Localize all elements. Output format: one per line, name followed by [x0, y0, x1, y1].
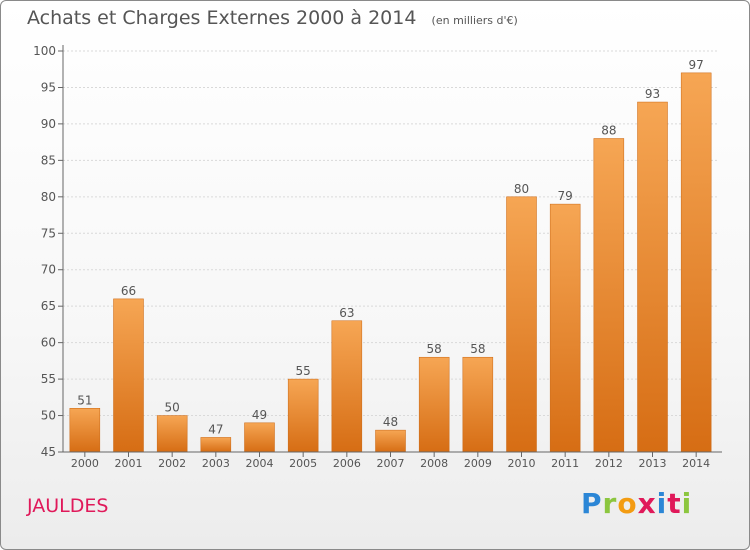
data-label-2002: 50 [165, 401, 180, 415]
y-tick-label: 75 [41, 226, 56, 240]
y-tick-label: 80 [41, 190, 56, 204]
y-tick-label: 95 [41, 80, 56, 94]
x-tick-label-2001: 2001 [115, 457, 143, 470]
bar-2008 [418, 356, 450, 453]
labels-layer: 51 66 50 47 49 55 63 48 58 58 80 79 88 93 97 [77, 58, 704, 437]
x-tick-label-2003: 2003 [202, 457, 230, 470]
chart-title: Achats et Charges Externes 2000 à 2014 [27, 7, 417, 29]
data-label-2001: 66 [121, 284, 136, 298]
x-tick-label-2011: 2011 [551, 457, 579, 470]
x-tick-label-2002: 2002 [158, 457, 186, 470]
bar-2007 [375, 429, 406, 453]
y-tick-label: 50 [41, 409, 56, 423]
x-tick-label-2013: 2013 [639, 457, 667, 470]
y-tick-label: 45 [41, 445, 56, 459]
bar-2004 [244, 422, 275, 453]
y-tick-label: 60 [41, 336, 56, 350]
y-tick-label: 100 [33, 44, 56, 58]
data-label-2009: 58 [470, 342, 485, 356]
y-tick-label: 85 [41, 153, 56, 167]
bar-2014 [680, 72, 712, 453]
y-tick-label: 55 [41, 372, 56, 386]
y-tick-label: 65 [41, 299, 56, 313]
bar-2011 [549, 203, 581, 453]
bar-2002 [156, 415, 188, 453]
x-tick-label-2006: 2006 [333, 457, 361, 470]
data-label-2010: 80 [514, 182, 529, 196]
x-tick-label-2009: 2009 [464, 457, 492, 470]
proxiti-logo[interactable]: Proxiti [581, 487, 693, 520]
bar-2006 [331, 320, 363, 453]
x-tick-label-2012: 2012 [595, 457, 623, 470]
axis-layer: 45 50 55 60 65 70 75 80 85 90 95 100 2000 2001 2002 200… [33, 44, 722, 470]
bar-2000 [69, 408, 101, 453]
bar-2003 [200, 437, 232, 453]
y-tick-label: 90 [41, 117, 56, 131]
data-label-2006: 63 [339, 306, 354, 320]
commune-name: JAULDES [27, 495, 109, 517]
bar-2010 [506, 196, 537, 453]
x-tick-label-2008: 2008 [420, 457, 448, 470]
data-label-2004: 49 [252, 408, 267, 422]
data-label-2012: 88 [601, 123, 616, 137]
title-row: Achats et Charges Externes 2000 à 2014 (… [27, 7, 518, 29]
bar-2013 [637, 101, 668, 453]
data-label-2008: 58 [427, 342, 442, 356]
data-label-2013: 93 [645, 87, 660, 101]
data-label-2003: 47 [208, 422, 223, 436]
x-tick-label-2005: 2005 [289, 457, 317, 470]
x-tick-label-2007: 2007 [377, 457, 405, 470]
x-tick-label-2000: 2000 [71, 457, 99, 470]
bar-2009 [462, 356, 494, 453]
bars-layer [69, 72, 712, 453]
data-label-2005: 55 [296, 364, 311, 378]
y-tick-label: 70 [41, 263, 56, 277]
data-label-2000: 51 [77, 393, 92, 407]
data-label-2014: 97 [689, 58, 704, 72]
x-tick-label-2014: 2014 [682, 457, 710, 470]
x-tick-label-2004: 2004 [246, 457, 274, 470]
x-tick-label-2010: 2010 [508, 457, 536, 470]
bar-2012 [593, 138, 625, 453]
data-label-2007: 48 [383, 415, 398, 429]
chart-subtitle: (en milliers d'€) [431, 14, 518, 27]
bar-2005 [287, 378, 319, 453]
data-label-2011: 79 [558, 189, 573, 203]
bar-2001 [113, 298, 144, 453]
